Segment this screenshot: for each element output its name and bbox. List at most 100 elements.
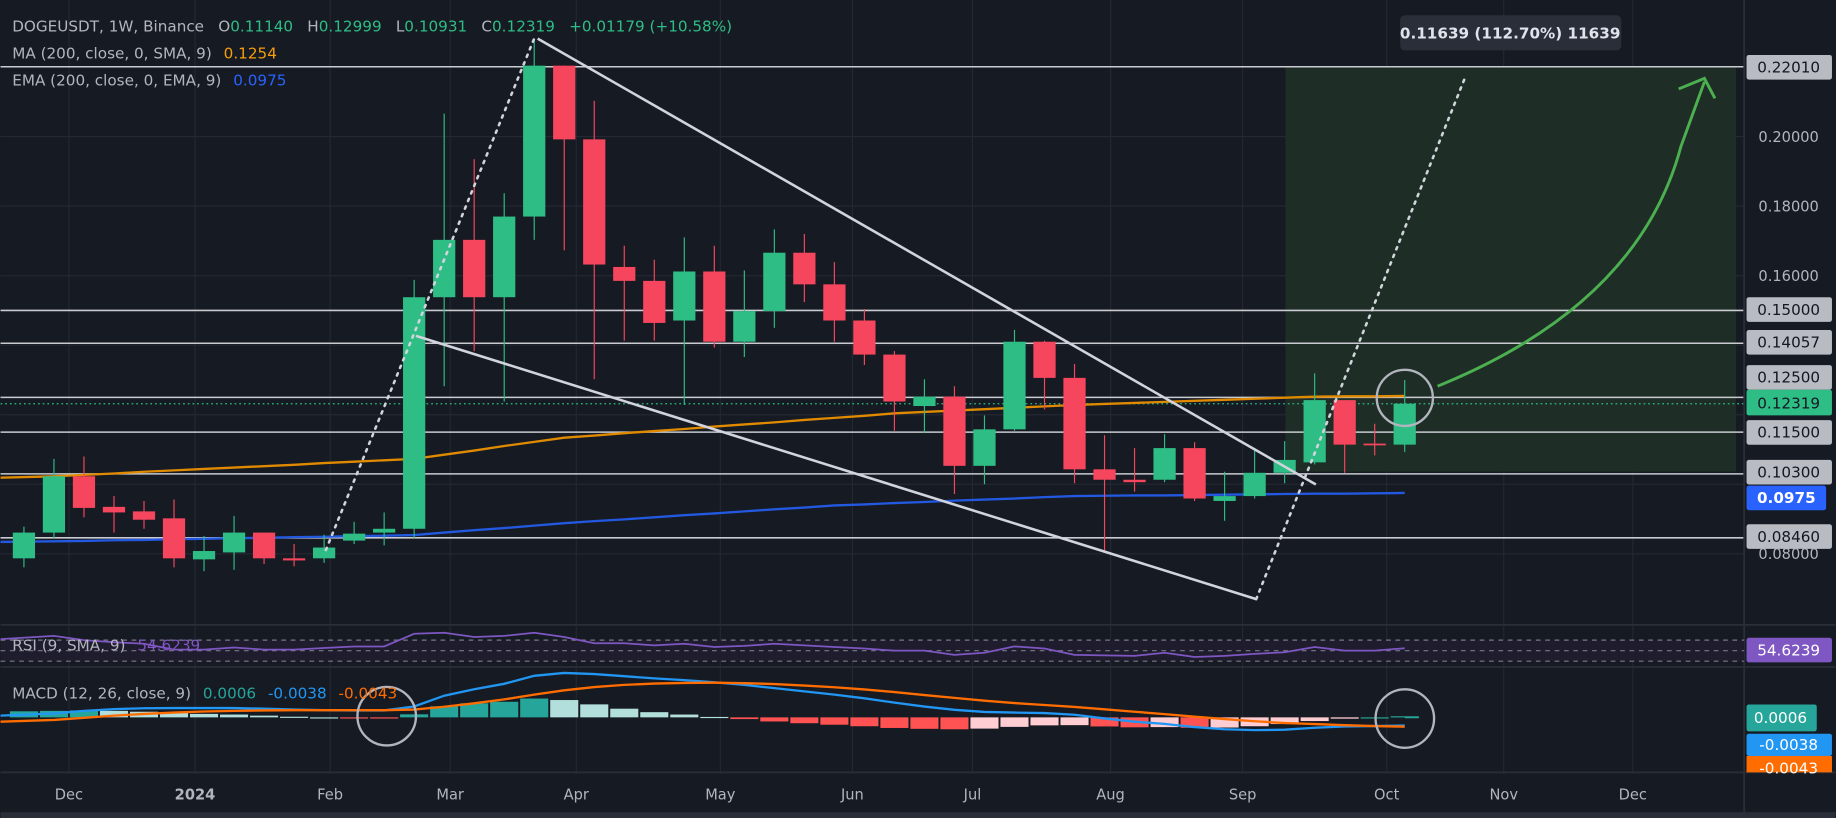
macd-legend[interactable]: MACD (12, 26, close, 9) 0.0006 -0.0038 -… [12,685,397,703]
low-value: 0.10931 [404,18,467,36]
candle-body [222,532,246,553]
candle [493,193,516,402]
level-price-badge [1746,459,1832,485]
ema-label: EMA (200, close, 0, EMA, 9) [12,71,221,89]
candle [373,512,396,546]
time-axis[interactable]: Dec 2024 Feb Mar Apr May Jun Jul Aug Sep Oct Nov Dec [55,786,1647,803]
rsi-line[interactable] [0,631,1405,658]
candle [1063,363,1086,484]
macd-histogram-bar [250,715,279,718]
level-price-badge [1746,330,1832,355]
time-tick-label: 2024 [175,786,216,803]
candle-body [192,551,216,560]
projection-dotted-line[interactable] [1254,74,1467,601]
candle-body [733,311,756,342]
rsi-value-badge [1746,637,1832,663]
candle-body [493,216,516,298]
macd-histogram-bar [760,717,789,722]
candle [252,532,276,564]
wedge-upper-trendline[interactable] [537,37,1317,486]
projection-arrow[interactable] [1437,81,1706,388]
macd-histogram-bar [730,717,759,720]
high-label: H [307,18,318,36]
highlight-circle-price[interactable] [1375,368,1435,428]
macd-histogram-bar [400,714,429,718]
macd-histogram-bar [280,716,309,718]
macd-signal-badge [1746,755,1832,773]
candle [1123,448,1146,492]
macd-histogram-bar [99,710,129,718]
candle [42,458,66,539]
candle [433,113,456,387]
level-price-badge [1746,365,1832,390]
macd-histogram-bar [880,717,909,728]
macd-line-badge [1746,733,1832,756]
rsi-legend[interactable]: RSI (9, SMA, 9) 54.6239 [12,637,200,655]
last-price-label: 0.12319 [1757,394,1820,412]
candle-body [913,396,936,407]
candle-body [1243,472,1266,497]
candle [1213,471,1236,521]
drawings[interactable] [324,37,1717,601]
ma-legend[interactable]: MA (200, close, 0, SMA, 9) 0.1254 [12,45,277,63]
macd-signal-value: -0.0043 [339,685,398,703]
macd-histogram-bar [490,701,519,718]
macd-histogram-bar [790,717,819,724]
macd-histogram-bar [69,710,99,718]
candle-body [823,284,846,321]
candle-body [433,239,456,298]
candle [1333,400,1356,473]
highlight-circle-macd-cross[interactable] [356,685,418,747]
candle-body [673,271,696,321]
candle [1033,340,1056,410]
macd-histogram-bar [520,698,549,718]
macd-histogram-bar [670,714,699,718]
candle-body [1303,400,1326,463]
macd-histogram-bar [1090,717,1119,727]
measure-tooltip-box [1400,15,1622,51]
candle-body [282,558,306,561]
macd-histogram-bar [1180,717,1209,728]
macd-histogram-bar [1390,716,1419,718]
candle-body [763,252,786,312]
price-axis[interactable]: 0.20000 0.18000 0.16000 0.08000 0.22010 0.150… [1746,55,1832,563]
macd-histogram-bar [1150,717,1179,728]
candle [463,159,486,352]
candle-body [703,271,726,342]
time-tick-label: Apr [564,786,589,803]
candle-body [523,65,546,217]
macd-histogram-bar [370,717,399,719]
candle [1363,423,1386,456]
candle-body [553,65,576,140]
signal-line[interactable] [0,681,1405,728]
ma-value: 0.1254 [224,45,277,63]
symbol-legend[interactable]: DOGEUSDT, 1W, Binance O0.11140 H0.12999 … [12,18,732,36]
candle [1243,448,1266,499]
candle [1303,373,1326,465]
macd-histogram-bar [820,717,849,725]
level-price-label: 0.11500 [1757,424,1820,442]
level-price-badge [1746,297,1832,322]
macd-signal-axis-value: -0.0043 [1759,760,1818,778]
rsi-label: RSI (9, SMA, 9) [12,637,125,655]
candle-body [1363,443,1386,446]
time-tick-label: Mar [436,786,464,803]
wedge-lower-trendline[interactable] [415,334,1257,601]
candle [1093,435,1116,552]
ma200-line[interactable] [0,394,1405,479]
candle [733,270,756,358]
flagpole-dotted-line[interactable] [324,37,536,552]
last-price-badge [1746,389,1832,416]
macd-histogram-bar [910,717,939,729]
candle-body [162,518,186,559]
candle [132,500,156,529]
highlight-circle-macd-current[interactable] [1374,688,1436,749]
low-label: L [396,18,405,36]
macd-histogram-bar [340,717,369,719]
candle [72,456,96,518]
macd-histogram-bar [1000,717,1029,727]
ema-legend[interactable]: EMA (200, close, 0, EMA, 9) 0.0975 [12,71,286,89]
level-price-label: 0.10300 [1757,463,1820,481]
close-label: C [481,18,492,36]
